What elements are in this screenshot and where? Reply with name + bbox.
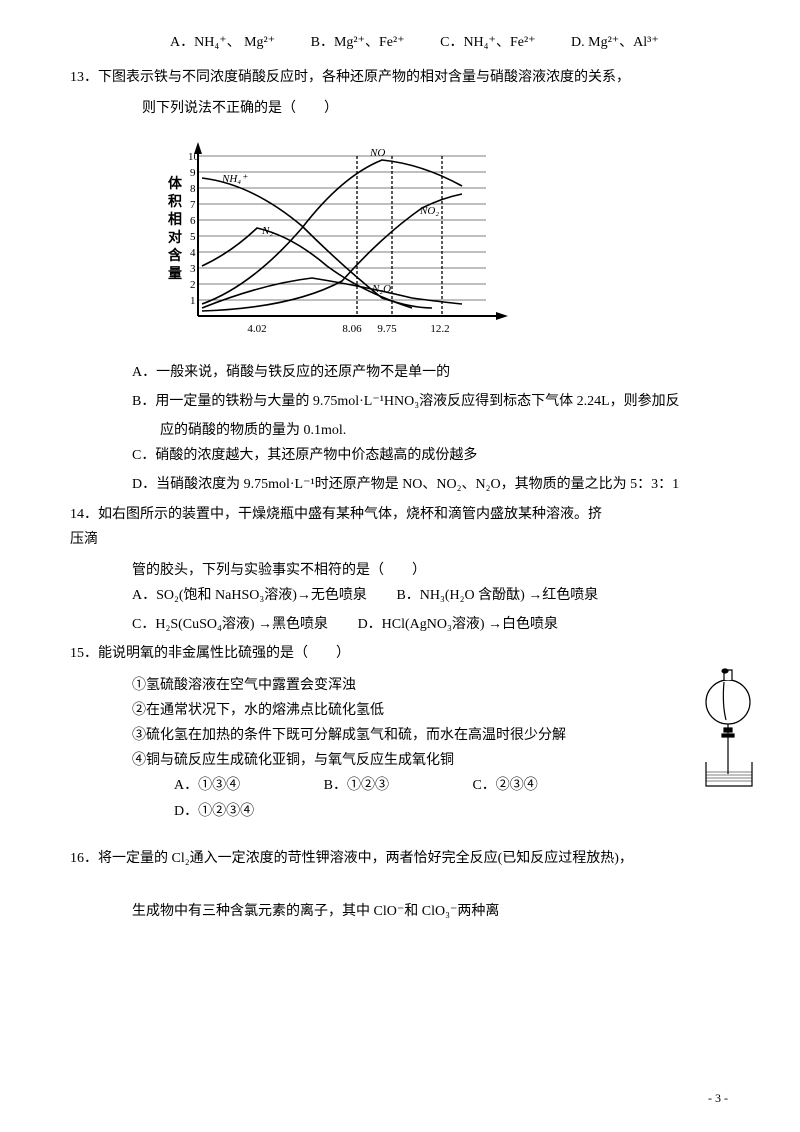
q14: 14．如右图所示的装置中，干燥烧瓶中盛有某种气体，烧杯和滴管内盛放某种溶液。挤压…	[70, 502, 610, 552]
svg-text:3: 3	[190, 263, 196, 275]
q16-stem1: 将一定量的 Cl₂通入一定浓度的苛性钾溶液中，两者恰好完全反应(已知反应过程放热…	[98, 851, 633, 866]
q13-stem2-line: 则下列说法不正确的是（ ）	[70, 96, 730, 121]
svg-text:量: 量	[168, 266, 182, 282]
q15-s2: ②在通常状况下，水的熔沸点比硫化氢低	[70, 698, 730, 723]
q14-c: C．H₂S(CuSO₄溶液) →黑色喷泉	[132, 617, 328, 632]
q12-options: A．NH₄⁺、 Mg²⁺ B．Mg²⁺、Fe²⁺ C．NH₄⁺、Fe²⁺ D. …	[70, 30, 730, 55]
svg-text:积: 积	[168, 193, 182, 210]
q15-b: B．①②③	[324, 773, 389, 798]
q16-number: 16．	[70, 846, 98, 871]
q15-options: A．①③④ B．①②③ C．②③④ D．①②③④	[70, 773, 730, 823]
svg-text:对: 对	[168, 229, 182, 246]
q14-stem1: 如右图所示的装置中，干燥烧瓶中盛有某种气体，烧杯和滴管内盛放某种溶液。挤压滴	[70, 507, 602, 547]
svg-text:9: 9	[190, 167, 196, 179]
svg-text:7: 7	[190, 199, 196, 211]
q13-c: C．硝酸的浓度越大，其还原产物中价态越高的成份越多	[70, 443, 730, 468]
svg-text:NO: NO	[369, 147, 385, 159]
q12-option-d: D. Mg²⁺、Al³⁺	[571, 35, 659, 50]
svg-text:2: 2	[190, 279, 196, 291]
q13-stem2: 则下列说法不正确的是（ ）	[142, 101, 338, 116]
svg-text:NH₄⁺: NH₄⁺	[221, 173, 248, 185]
q15: 15．能说明氧的非金属性比硫强的是（ ）	[70, 641, 730, 666]
svg-text:10: 10	[188, 151, 200, 163]
svg-text:N₂O: N₂O	[371, 283, 391, 295]
q15-c: C．②③④	[472, 773, 537, 798]
q13-b1: B．用一定量的铁粉与大量的 9.75mol·L⁻¹HNO₃溶液反应得到标态下气体…	[70, 389, 730, 414]
q12-option-a: A．NH₄⁺、 Mg²⁺	[170, 35, 275, 50]
page-number: - 3 -	[708, 1088, 728, 1110]
q16-stem2: 生成物中有三种含氯元素的离子，其中 ClO⁻和 ClO₃⁻两种离	[70, 899, 730, 924]
svg-text:4.02: 4.02	[247, 323, 266, 335]
q13-chart: NO NH₄⁺ N₂ NO₂ N₂O 10 9 8 7 6 5 4 3 2 1 …	[162, 136, 522, 346]
svg-text:体: 体	[168, 175, 183, 192]
svg-text:NO₂: NO₂	[419, 205, 439, 217]
q13: 13．下图表示铁与不同浓度硝酸反应时，各种还原产物的相对含量与硝酸溶液浓度的关系…	[70, 65, 730, 90]
q14-d: D．HCl(AgNO₃溶液) →白色喷泉	[358, 617, 558, 632]
q14-number: 14．	[70, 502, 98, 527]
q12-option-c: C．NH₄⁺、Fe²⁺	[440, 35, 535, 50]
svg-text:1: 1	[190, 295, 196, 307]
q15-a: A．①③④	[174, 773, 240, 798]
q15-number: 15．	[70, 641, 98, 666]
q13-b2: 应的硝酸的物质的量为 0.1mol.	[70, 418, 730, 443]
q13-d: D．当硝酸浓度为 9.75mol·L⁻¹时还原产物是 NO、NO₂、N₂O，其物…	[70, 472, 730, 497]
q15-s3: ③硫化氢在加热的条件下既可分解成氢气和硫，而水在高温时很少分解	[70, 723, 730, 748]
q15-stem: 能说明氧的非金属性比硫强的是（ ）	[98, 646, 350, 661]
svg-text:含: 含	[168, 247, 183, 264]
q15-s1: ①氢硫酸溶液在空气中露置会变浑浊	[70, 673, 730, 698]
q13-number: 13．	[70, 65, 98, 90]
q13-a: A．一般来说，硝酸与铁反应的还原产物不是单一的	[70, 360, 730, 385]
q14-opts-row2: C．H₂S(CuSO₄溶液) →黑色喷泉 D．HCl(AgNO₃溶液) →白色喷…	[70, 612, 730, 637]
svg-text:5: 5	[190, 231, 196, 243]
svg-text:8: 8	[190, 183, 196, 195]
q14-a: A．SO₂(饱和 NaHSO₃溶液)→无色喷泉	[132, 588, 367, 603]
q13-stem1: 下图表示铁与不同浓度硝酸反应时，各种还原产物的相对含量与硝酸溶液浓度的关系，	[98, 70, 630, 85]
q15-d: D．①②③④	[174, 799, 254, 824]
q15-s4: ④铜与硫反应生成硫化亚铜，与氧气反应生成氧化铜	[70, 748, 730, 773]
svg-text:8.06: 8.06	[342, 323, 362, 335]
flask-icon	[686, 666, 770, 794]
q12-option-b: B．Mg²⁺、Fe²⁺	[311, 35, 405, 50]
q14-b: B．NH₃(H₂O 含酚酞) →红色喷泉	[396, 588, 598, 603]
svg-text:9.75: 9.75	[377, 323, 397, 335]
svg-text:4: 4	[190, 247, 196, 259]
q14-opts-row1: A．SO₂(饱和 NaHSO₃溶液)→无色喷泉 B．NH₃(H₂O 含酚酞) →…	[70, 583, 730, 608]
q13-chart-svg: NO NH₄⁺ N₂ NO₂ N₂O 10 9 8 7 6 5 4 3 2 1 …	[162, 136, 522, 346]
q16: 16．将一定量的 Cl₂通入一定浓度的苛性钾溶液中，两者恰好完全反应(已知反应过…	[70, 846, 730, 871]
svg-text:N₂: N₂	[261, 225, 273, 237]
svg-text:12.2: 12.2	[430, 323, 449, 335]
q14-stem2-line: 管的胶头，下列与实验事实不相符的是（ ）	[70, 558, 610, 583]
svg-text:6: 6	[190, 215, 196, 227]
svg-text:相: 相	[168, 211, 182, 228]
